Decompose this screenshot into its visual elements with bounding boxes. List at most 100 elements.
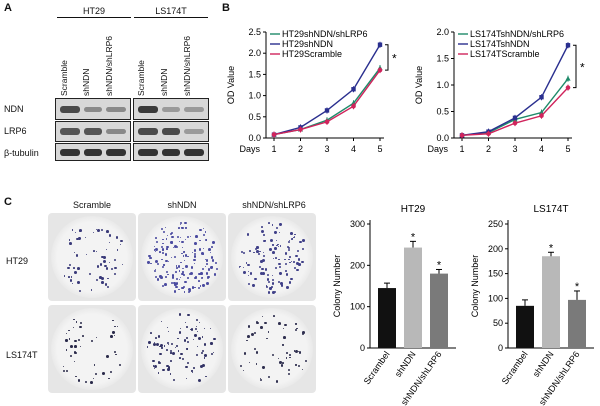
colony-dot: [92, 231, 95, 234]
colony-dot: [210, 342, 213, 345]
colony-dot: [269, 287, 272, 290]
colony-dot: [194, 241, 198, 245]
colony-dot: [247, 334, 251, 338]
colony-dot: [84, 381, 87, 384]
colony-dot: [254, 247, 257, 250]
colony-dot: [201, 267, 204, 270]
colony-dot: [286, 246, 289, 249]
colony-col-shndn: shNDN: [167, 200, 197, 210]
colony-dot: [76, 238, 79, 241]
colony-dot: [301, 368, 303, 370]
colony-dot: [190, 271, 193, 275]
colony-dot: [62, 365, 64, 368]
colony-dot: [209, 251, 212, 253]
colony-dot: [157, 335, 161, 338]
y-axis-title: OD Value: [226, 66, 236, 104]
colony-dot: [212, 352, 214, 354]
colony-dot: [171, 256, 173, 259]
colony-dot: [155, 276, 158, 279]
colony-dot: [198, 321, 200, 323]
colony-dot: [294, 235, 296, 237]
colony-dot: [154, 269, 156, 271]
colony-dot: [73, 267, 75, 269]
colony-dot: [186, 348, 188, 350]
colony-dot: [162, 252, 165, 254]
x-tick-label: 2: [486, 144, 491, 154]
colony-dot: [277, 243, 279, 246]
colony-dot: [170, 231, 173, 234]
colony-dot: [103, 256, 106, 260]
colony-dot: [261, 267, 264, 271]
data-point: [459, 133, 465, 138]
colony-dot: [193, 367, 196, 369]
colony-dot: [205, 272, 208, 275]
colony-dot: [69, 263, 72, 267]
colony-dot: [278, 266, 282, 269]
colony-dot: [193, 339, 195, 341]
colony-dot: [255, 351, 259, 354]
wb-group-ls174t: LS174T: [155, 6, 187, 16]
bar: [404, 247, 422, 348]
colony-dot: [256, 321, 259, 325]
colony-dot: [286, 286, 290, 289]
colony-dot: [274, 267, 277, 270]
colony-dish-ht29-shndn: [138, 213, 226, 301]
colony-dot: [174, 245, 178, 249]
colony-dot: [272, 244, 274, 246]
colony-dot: [173, 281, 176, 285]
colony-dot: [166, 349, 169, 352]
colony-dot: [74, 345, 77, 349]
colony-dot: [295, 364, 297, 366]
colony-dot: [294, 233, 296, 236]
colony-dot: [149, 257, 152, 259]
x-tick-label: 5: [377, 144, 382, 154]
colony-dot: [166, 235, 168, 237]
colony-dot: [74, 339, 77, 342]
colony-dot: [161, 265, 165, 268]
colony-dot: [181, 287, 184, 290]
colony-dot: [162, 230, 166, 234]
colony-dot: [178, 226, 180, 229]
colony-dot: [202, 248, 204, 250]
colony-dot: [198, 337, 202, 341]
colony-dot: [200, 276, 204, 279]
colony-dot: [207, 268, 210, 271]
series-line: [461, 78, 569, 137]
colony-dot: [178, 278, 180, 280]
colony-dot: [296, 249, 299, 252]
colony-dot: [271, 290, 275, 294]
colony-dot: [284, 258, 286, 261]
colony-dot: [197, 345, 199, 348]
colony-dot: [109, 370, 112, 373]
colony-dot: [264, 267, 268, 271]
colony-dish-ht29-scramble: [48, 213, 136, 301]
colony-dot: [210, 256, 214, 260]
colony-dot: [179, 357, 181, 359]
colony-dot: [167, 327, 169, 329]
colony-dot: [89, 273, 92, 276]
colony-dot: [189, 328, 192, 331]
colony-dot: [67, 329, 70, 332]
colony-dot: [184, 280, 187, 284]
colony-dot: [62, 369, 65, 373]
colony-dot: [203, 343, 207, 346]
colony-dot: [165, 259, 168, 263]
colony-dot: [255, 363, 258, 365]
colony-dot: [107, 286, 110, 289]
colony-dot: [277, 281, 280, 284]
colony-dot: [211, 259, 215, 262]
colony-dot: [208, 247, 211, 251]
colony-dot: [94, 373, 97, 376]
colony-dot: [290, 231, 293, 235]
colony-dot: [156, 260, 158, 263]
colony-dot: [176, 266, 178, 269]
colony-dot: [115, 353, 117, 355]
colony-dot: [91, 339, 94, 342]
colony-dot: [156, 262, 159, 265]
bar: [378, 288, 396, 348]
data-point: [539, 94, 544, 100]
colony-dot: [65, 339, 68, 342]
colony-dot: [114, 325, 116, 328]
colony-dot: [211, 352, 214, 356]
colony-dot: [284, 323, 287, 327]
